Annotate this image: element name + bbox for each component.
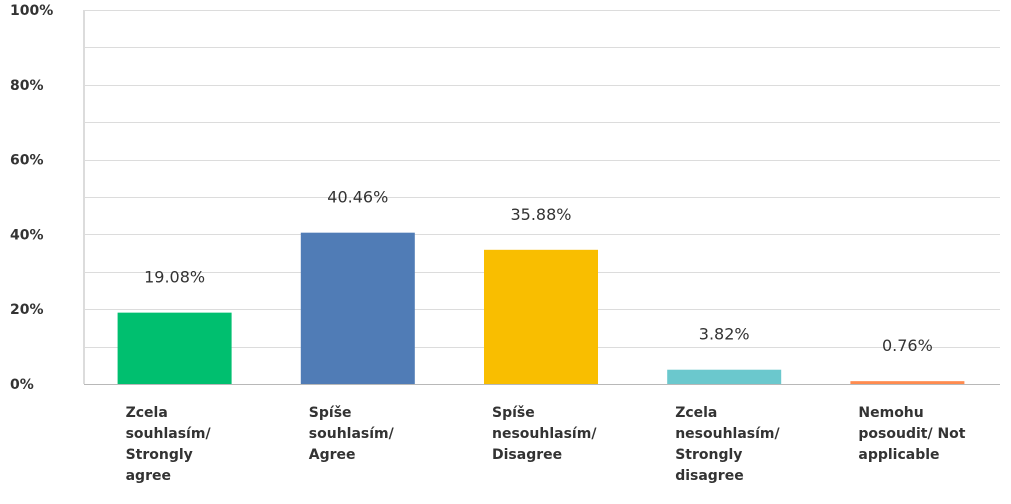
data-labels: 19.08% 40.46% 35.88% 3.82% 0.76% (144, 188, 933, 355)
y-tick-label: 0% (10, 377, 34, 393)
data-label: 0.76% (882, 336, 933, 355)
y-tick-label: 20% (10, 302, 44, 318)
y-tick-label: 60% (10, 153, 44, 169)
x-tick-label: Spíše nesouhlasím/Disagree (492, 405, 597, 463)
x-tick-label: Zcela souhlasím/Strongly agree (126, 405, 212, 484)
y-axis-tick-labels: 0% 20% 40% 60% 80% 100% (10, 3, 53, 393)
data-label: 3.82% (699, 325, 750, 344)
bar (484, 249, 598, 384)
y-tick-label: 100% (10, 3, 53, 19)
data-label: 35.88% (510, 205, 571, 224)
x-tick-label: Zcela nesouhlasím/Strongly disagree (675, 405, 780, 484)
bar (117, 312, 232, 384)
bar (667, 369, 782, 384)
bars (117, 232, 965, 384)
y-tick-label: 40% (10, 227, 44, 243)
bar (300, 232, 415, 384)
bar (850, 381, 965, 384)
y-tick-label: 80% (10, 78, 44, 94)
data-label: 40.46% (327, 188, 388, 207)
x-tick-label: Nemohu posoudit/ Not applicable (858, 405, 965, 463)
data-label: 19.08% (144, 268, 205, 287)
category-labels: Zcela souhlasím/Strongly agree Spíše souhlas… (126, 405, 966, 484)
x-tick-label: Spíše souhlasím/Agree (309, 405, 395, 463)
